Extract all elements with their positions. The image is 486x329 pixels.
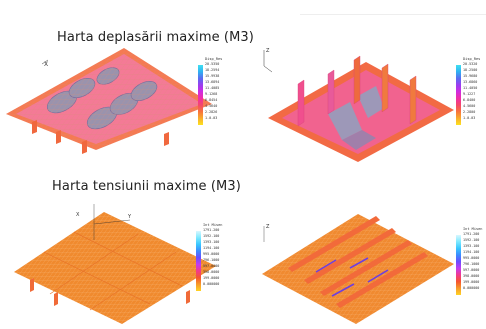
fem-mesh-webs: Z [263, 48, 454, 162]
fem-mesh-webs: Z [262, 214, 454, 324]
legend-tick: 199.0000 [463, 280, 480, 285]
legend-tick: 11.4085 [205, 86, 220, 91]
legend-tick: 1592.100 [203, 234, 220, 239]
legend-tick: 1393.100 [203, 240, 220, 245]
colorbar [198, 65, 203, 125]
legend-tick: 6.8400 [463, 98, 476, 103]
legend-tick: 1791.200 [463, 232, 480, 236]
axis-label-y: Y [127, 214, 132, 220]
legend-tick: 199.0000 [203, 276, 220, 281]
legend-title: Int Misen [463, 227, 483, 231]
axis-label-z: Z [266, 48, 270, 54]
legend-tick: 20.5320 [463, 62, 478, 66]
legend-tick: 9.1268 [205, 92, 218, 97]
legend-tick: 4.5600 [463, 104, 476, 109]
legend-tick: 995.0000 [203, 252, 220, 257]
legend-tick: 1194.100 [203, 246, 220, 251]
top-separator [300, 14, 486, 15]
legend-tick: 597.0000 [203, 264, 220, 269]
stress-plot-right: Z [258, 202, 458, 328]
legend-stress-right: Int Misen 1791.200 1592.100 1393.100 119… [456, 227, 483, 295]
legend-tick: 6.8454 [205, 98, 218, 103]
stress-title: Harta tensiunii maxime (M3) [52, 179, 241, 194]
legend-tick: 398.0000 [463, 274, 480, 279]
legend-tick: 398.0000 [203, 270, 220, 275]
stress-plot-left: X Y [10, 196, 220, 326]
legend-tick: 18.2500 [463, 68, 478, 73]
legend-tick: 4.5640 [205, 104, 218, 109]
fem-mesh-plate: X Y [14, 204, 216, 324]
fem-mesh-plate: X [6, 48, 212, 154]
legend-tick: 796.1000 [463, 262, 480, 267]
legend-tick: 15.9938 [205, 74, 220, 79]
displacement-title: Harta deplasării maxime (M3) [57, 30, 254, 45]
legend-tick: 1791.200 [203, 228, 220, 232]
legend-tick: 20.5350 [205, 62, 220, 66]
displacement-plot-left: X [4, 44, 214, 154]
legend-tick: 1194.100 [463, 250, 480, 255]
axis-label-x: X [76, 212, 80, 218]
legend-tick: 18.2594 [205, 68, 220, 73]
legend-title: Disp_Res [205, 57, 223, 61]
legend-tick: 15.9680 [463, 74, 478, 79]
legend-tick: 13.6894 [205, 80, 220, 85]
legend-displacement-left: Disp_Res 20.5350 18.2594 15.9938 13.6894… [198, 57, 223, 125]
legend-title: Disp_Res [463, 57, 481, 61]
legend-tick: 995.0000 [463, 256, 480, 261]
legend-displacement-right: Disp_Res 20.5320 18.2500 15.9680 13.6860… [456, 57, 481, 125]
axis-label-x: X [44, 61, 48, 68]
legend-tick: 1393.100 [463, 244, 480, 249]
legend-tick: 0.000000 [203, 282, 220, 287]
colorbar [456, 65, 461, 125]
legend-stress-left: Int Misen 1791.200 1592.100 1393.100 119… [196, 223, 223, 291]
legend-tick: 9.1227 [463, 92, 476, 97]
legend-title: Int Misen [203, 223, 223, 227]
legend-tick: 1.0-03 [205, 116, 218, 121]
legend-tick: 1592.100 [463, 238, 480, 243]
legend-tick: 597.0000 [463, 268, 480, 273]
axis-label-z: Z [266, 224, 270, 230]
legend-tick: 2.2826 [205, 110, 218, 115]
colorbar [196, 231, 201, 291]
colorbar [456, 235, 461, 295]
legend-tick: 13.6860 [463, 80, 478, 85]
legend-tick: 1.0-03 [463, 116, 476, 121]
displacement-plot-right: Z [258, 44, 458, 164]
legend-tick: 11.4050 [463, 86, 478, 91]
legend-tick: 0.000000 [463, 286, 480, 291]
legend-tick: 796.1000 [203, 258, 220, 263]
legend-tick: 2.2800 [463, 110, 476, 115]
